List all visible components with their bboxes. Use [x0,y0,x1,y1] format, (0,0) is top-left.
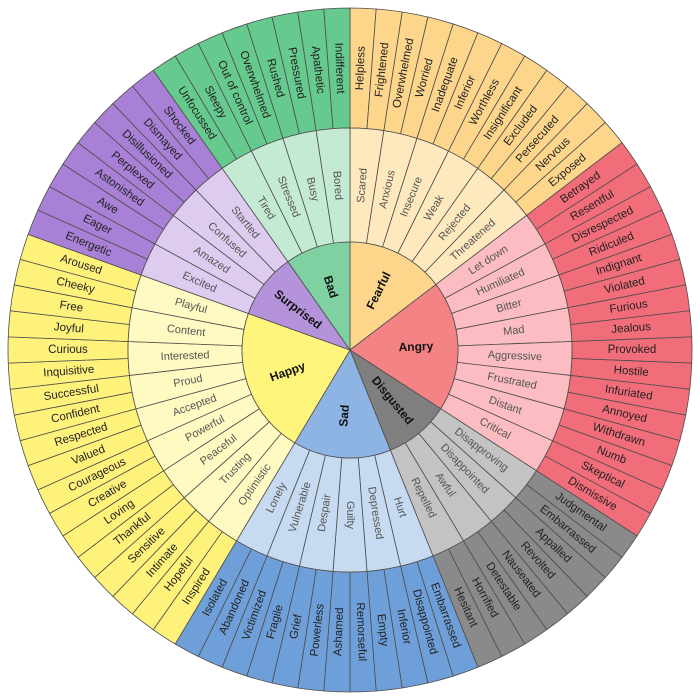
outer-label: Remorseful [354,602,368,661]
middle-label: Mad [503,324,526,338]
middle-label: Guilty [344,501,356,530]
wedges [7,7,693,693]
middle-label: Content [166,323,206,339]
middle-label: Despair [316,493,334,533]
middle-label: Interested [160,349,209,363]
outer-label: Joyful [53,321,84,335]
outer-label: Jealous [611,321,652,336]
outer-label: Inquisitive [43,364,95,380]
core-label: Sad [336,404,352,427]
outer-label: Ashamed [332,607,346,656]
outer-label: Furious [609,298,649,316]
middle-label: Bored [330,170,344,200]
core-wedge [241,312,351,444]
middle-label: Hurt [391,496,409,519]
outer-label: Empty [374,613,390,647]
middle-label: Scared [355,168,370,204]
outer-label: Indifferent [332,43,346,95]
middle-label: Aggressive [487,349,542,363]
outer-label: Apathetic [309,45,326,94]
core-wedge [349,241,437,351]
outer-label: Curious [48,344,88,356]
outer-label: Hostile [613,364,649,379]
core-wedge [349,283,459,410]
outer-label: Free [59,299,84,314]
core-wedge [294,349,391,459]
middle-label: Proud [172,373,203,390]
core-wedge [287,241,351,352]
outer-label: Grief [288,613,305,641]
middle-label: Busy [304,176,321,203]
core-label: Angry [398,339,434,354]
core-label: Bad [321,274,341,300]
outer-label: Provoked [608,344,657,356]
outer-label: Helpless [354,46,368,91]
